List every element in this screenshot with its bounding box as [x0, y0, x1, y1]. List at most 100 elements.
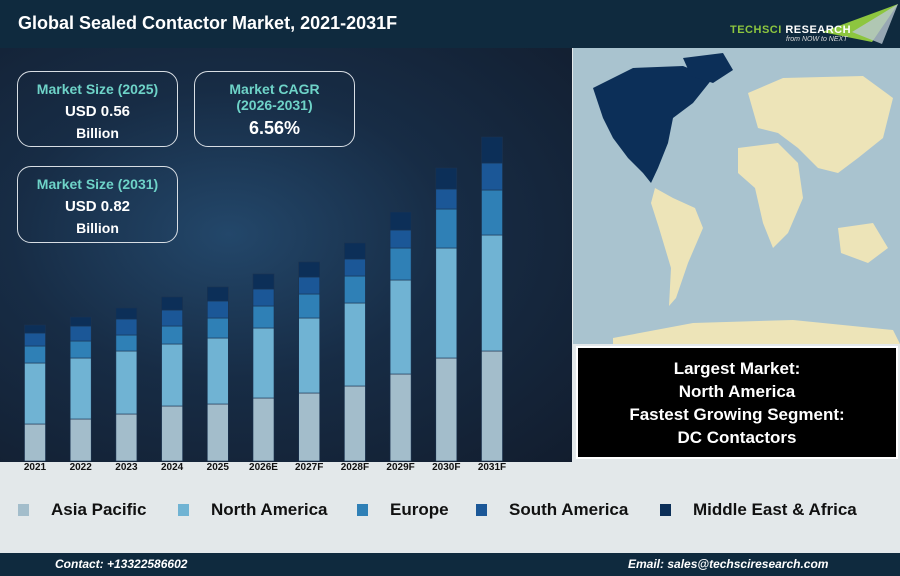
header: Global Sealed Contactor Market, 2021-203…	[0, 0, 900, 48]
bar-2031F-middle-east-africa	[481, 136, 503, 164]
bar-2025-north-america	[207, 337, 229, 405]
x-tick-label: 2029F	[386, 462, 415, 473]
kpi-unit: Billion	[76, 220, 119, 236]
bar-2029F-europe	[389, 247, 412, 281]
legend-label: South America	[509, 500, 629, 519]
footer: Contact: +13322586602 Email: sales@techs…	[0, 553, 900, 576]
bar-2031F-south-america	[481, 162, 503, 191]
kpi-market-size-2031: Market Size (2031) USD 0.82 Billion	[17, 166, 178, 243]
legend-item: South America	[476, 500, 628, 520]
bar-2031F-north-america	[481, 234, 503, 352]
fastest-segment-value: DC Contactors	[677, 428, 797, 447]
bar-2028F-asia-pacific	[344, 385, 366, 462]
bar-2024-north-america	[161, 343, 183, 407]
bar-2030F-south-america	[435, 188, 458, 210]
bar-2021-middle-east-africa	[24, 324, 46, 334]
bar-2025-asia-pacific	[207, 403, 229, 462]
contact-email: Email: sales@techsciresearch.com	[628, 557, 829, 571]
legend-swatch	[18, 504, 29, 516]
bar-2029F-middle-east-africa	[389, 211, 412, 231]
bar-2027F-north-america	[298, 317, 321, 394]
kpi-value: 6.56%	[248, 118, 301, 138]
bar-2029F-asia-pacific	[389, 373, 412, 462]
x-tick-label: 2027F	[295, 462, 324, 473]
x-tick-label: 2031F	[477, 462, 507, 473]
bar-2024-europe	[161, 325, 183, 345]
kpi-value: USD 0.82	[64, 198, 131, 215]
bar-2027F-south-america	[298, 276, 321, 295]
bar-2028F-south-america	[344, 258, 366, 277]
legend-item: North America	[178, 500, 328, 520]
kpi-label: Market CAGR	[229, 81, 320, 97]
world-map	[573, 48, 900, 344]
kpi-label: Market Size (2025)	[36, 81, 159, 97]
bar-2022-europe	[69, 340, 92, 359]
logo-tagline: from NOW to NEXT	[786, 36, 848, 43]
kpi-unit: Billion	[76, 125, 119, 141]
bar-2030F-north-america	[435, 247, 458, 359]
x-tick-label: 2024	[160, 462, 184, 473]
kpi-value: USD 0.56	[64, 103, 131, 120]
legend-label: Asia Pacific	[51, 500, 147, 519]
bar-2027F-middle-east-africa	[298, 261, 321, 278]
kpi-period: (2026-2031)	[236, 97, 313, 113]
legend-swatch	[357, 504, 368, 516]
legend-swatch	[178, 504, 189, 516]
bar-2021-south-america	[24, 332, 46, 347]
kpi-market-cagr: Market CAGR (2026-2031) 6.56%	[194, 71, 355, 147]
bar-2021-asia-pacific	[24, 423, 46, 462]
bar-2023-north-america	[115, 350, 138, 415]
x-tick-label: 2025	[206, 462, 229, 473]
legend-label: Europe	[390, 500, 449, 519]
legend-item: Middle East & Africa	[660, 500, 857, 520]
bar-2030F-europe	[435, 208, 458, 249]
bar-2025-south-america	[207, 300, 229, 319]
bar-2031F-europe	[481, 189, 503, 236]
x-tick-label: 2026E	[249, 462, 278, 473]
bar-2022-middle-east-africa	[69, 316, 92, 327]
bar-2031F-asia-pacific	[481, 350, 503, 462]
kpi-market-size-2025: Market Size (2025) USD 0.56 Billion	[17, 71, 178, 147]
bar-2023-middle-east-africa	[115, 307, 138, 320]
chart-panel: Market Size (2025) USD 0.56 Billion Mark…	[0, 48, 572, 462]
bar-2029F-south-america	[389, 229, 412, 249]
bar-2022-south-america	[69, 325, 92, 342]
stacked-bar-chart	[24, 136, 503, 462]
bar-2028F-middle-east-africa	[344, 242, 366, 260]
largest-market-value: North America	[678, 382, 796, 401]
logo-text: TECHSCI RESEARCH	[730, 24, 852, 36]
legend: Asia Pacific North America Europe South Ame…	[0, 500, 900, 524]
bar-2027F-europe	[298, 293, 321, 319]
bar-2026E-middle-east-africa	[252, 273, 275, 290]
contact-phone: Contact: +13322586602	[55, 557, 188, 571]
bar-2025-europe	[207, 317, 229, 339]
page-title: Global Sealed Contactor Market, 2021-203…	[18, 13, 398, 33]
x-tick-label: 2028F	[340, 462, 370, 473]
world-map-image	[593, 53, 900, 344]
legend-item: Europe	[357, 500, 449, 520]
bar-2023-asia-pacific	[115, 413, 138, 462]
bar-2030F-asia-pacific	[435, 357, 458, 462]
kpi-label: Market Size (2031)	[36, 176, 159, 192]
bar-2023-south-america	[115, 318, 138, 336]
x-tick-label: 2021	[23, 462, 47, 473]
bar-2024-asia-pacific	[161, 405, 183, 462]
bar-2021-europe	[24, 345, 46, 364]
x-axis: 2021 2022 2023 2024 2025 2026E 2027F 2028F 2029F…	[0, 462, 572, 474]
bar-2026E-north-america	[252, 327, 275, 399]
largest-market-label: Largest Market:	[673, 359, 801, 378]
bar-2024-middle-east-africa	[161, 296, 183, 311]
logo-swoosh-icon	[822, 4, 898, 44]
bar-2028F-europe	[344, 275, 366, 304]
bar-2026E-europe	[252, 305, 275, 329]
bar-2021-north-america	[24, 362, 46, 425]
legend-swatch	[660, 504, 671, 516]
summary-box: Largest Market: North America Fastest Gr…	[576, 346, 898, 459]
bar-2026E-asia-pacific	[252, 397, 275, 462]
x-tick-label: 2030F	[432, 462, 461, 473]
bar-2029F-north-america	[389, 279, 412, 375]
bar-2026E-south-america	[252, 288, 275, 307]
bar-2025-middle-east-africa	[207, 286, 229, 302]
legend-label: Middle East & Africa	[693, 500, 857, 519]
x-tick-label: 2023	[115, 462, 138, 473]
